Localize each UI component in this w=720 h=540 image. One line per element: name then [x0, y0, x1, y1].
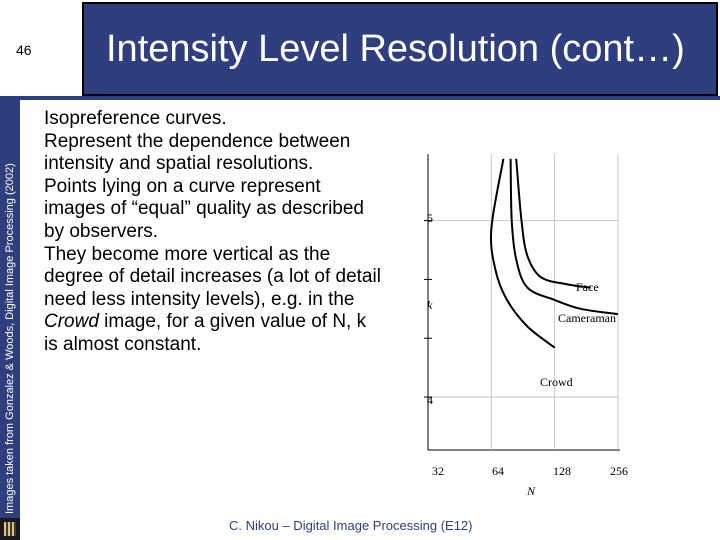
- y-axis-label: k: [427, 298, 433, 312]
- curve-face: [515, 158, 591, 289]
- side-bar: [0, 100, 20, 540]
- header-rule: [0, 96, 720, 100]
- isopreference-chart: 5 4 k 32 64 128 256 N Face Cameraman Cro…: [424, 154, 628, 498]
- paragraph-3: Points lying on a curve represent images…: [44, 175, 365, 242]
- slide-number-box: 46: [0, 0, 80, 100]
- x-tick-label-128: 128: [553, 464, 571, 478]
- paragraph-1: Isopreference curves.: [44, 108, 227, 129]
- x-axis-label: N: [526, 484, 536, 498]
- y-tick-label-5: 5: [427, 211, 433, 225]
- curve-cameraman: [509, 158, 619, 316]
- curve-label-cameraman: Cameraman: [558, 311, 616, 325]
- paragraph-4-text-b: image, for a given value of N, k is almo…: [44, 311, 367, 355]
- logo-icon: [0, 518, 20, 540]
- x-tick-label-32: 32: [432, 464, 444, 478]
- paragraph-2: Represent the dependence between intensi…: [44, 130, 351, 175]
- slide-header: 46 Intensity Level Resolution (cont…): [0, 0, 720, 100]
- paragraph-4-text-a: They become more vertical as the degree …: [44, 243, 381, 310]
- x-tick-label-64: 64: [492, 464, 504, 478]
- paragraph-4: They become more vertical as the degree …: [44, 244, 384, 357]
- footer-credit: C. Nikou – Digital Image Processing (E12…: [229, 518, 473, 533]
- body-text: Isopreference curves. Represent the depe…: [44, 108, 384, 357]
- slide-title: Intensity Level Resolution (cont…): [106, 28, 685, 70]
- crowd-italic: Crowd: [44, 311, 99, 333]
- y-tick-label-4: 4: [427, 393, 433, 407]
- curve-label-face: Face: [576, 280, 599, 294]
- slide-number: 46: [16, 42, 32, 58]
- x-tick-label-256: 256: [610, 464, 628, 478]
- source-credit: Images taken from Gonzalez & Woods, Digi…: [4, 163, 16, 514]
- curve-crowd: [490, 158, 556, 349]
- title-box: Intensity Level Resolution (cont…): [82, 2, 718, 96]
- curve-label-crowd: Crowd: [540, 375, 573, 389]
